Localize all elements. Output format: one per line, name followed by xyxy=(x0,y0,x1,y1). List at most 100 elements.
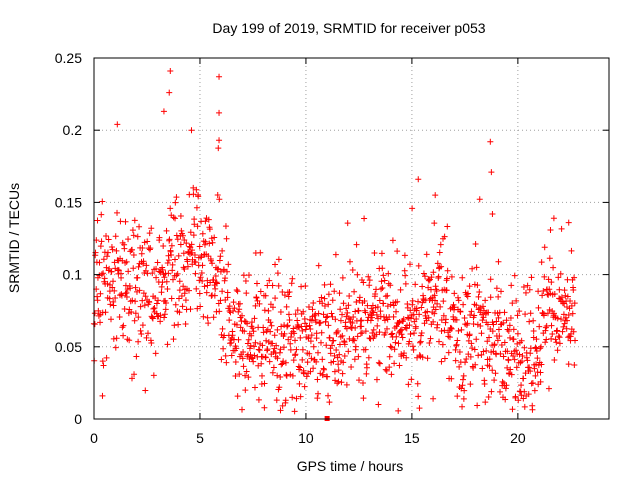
data-point xyxy=(287,371,294,378)
data-point xyxy=(507,334,514,341)
data-point xyxy=(564,293,571,300)
data-point xyxy=(274,270,281,277)
data-point xyxy=(269,304,276,311)
data-point xyxy=(108,316,114,323)
data-point xyxy=(298,283,305,290)
data-point xyxy=(122,290,129,297)
data-point xyxy=(445,349,452,356)
data-point xyxy=(294,317,301,324)
data-point xyxy=(546,286,553,293)
data-point xyxy=(461,387,468,394)
data-point xyxy=(98,238,105,245)
data-point xyxy=(144,330,151,337)
data-point xyxy=(432,306,439,313)
data-point xyxy=(492,370,499,377)
data-point xyxy=(257,249,264,256)
data-point xyxy=(304,359,311,366)
data-point xyxy=(137,303,144,310)
data-point xyxy=(401,350,408,357)
data-point xyxy=(459,376,466,383)
data-point xyxy=(384,303,391,310)
data-point xyxy=(112,295,119,302)
data-point xyxy=(350,313,357,320)
data-point xyxy=(564,317,571,324)
y-tick-label: 0.2 xyxy=(63,122,83,138)
data-point xyxy=(188,127,195,134)
data-point xyxy=(521,344,528,351)
data-point xyxy=(341,341,348,348)
data-point xyxy=(473,302,480,309)
data-point xyxy=(507,366,514,373)
data-point xyxy=(497,350,504,357)
data-point xyxy=(112,344,119,351)
data-point xyxy=(562,292,569,299)
y-tick-label: 0 xyxy=(74,411,82,427)
data-point xyxy=(503,382,510,389)
data-point xyxy=(283,372,290,379)
data-point xyxy=(441,327,448,334)
data-point xyxy=(364,302,371,309)
data-point xyxy=(504,364,511,371)
data-point xyxy=(293,395,300,402)
data-point xyxy=(470,320,477,327)
data-point xyxy=(215,265,222,272)
data-point xyxy=(473,264,480,271)
data-point xyxy=(468,340,475,347)
data-point xyxy=(317,319,324,326)
data-point xyxy=(394,298,401,305)
data-point xyxy=(556,286,563,293)
data-point xyxy=(106,295,113,302)
data-point xyxy=(205,320,212,327)
data-point xyxy=(168,295,175,302)
data-point xyxy=(216,73,223,80)
data-point xyxy=(253,280,260,287)
data-point xyxy=(339,311,346,318)
data-point xyxy=(206,226,213,233)
data-point xyxy=(455,327,462,334)
data-point xyxy=(470,364,477,371)
data-point xyxy=(399,334,406,341)
data-point xyxy=(335,367,342,374)
data-point xyxy=(303,323,310,330)
data-point xyxy=(213,280,220,287)
data-point xyxy=(413,315,420,322)
data-point xyxy=(114,209,121,216)
data-point xyxy=(248,332,255,339)
data-point xyxy=(431,297,438,304)
data-point xyxy=(395,340,402,347)
data-point xyxy=(193,285,200,292)
data-point xyxy=(105,236,112,243)
data-point xyxy=(307,326,314,333)
data-point xyxy=(259,342,266,349)
data-point xyxy=(242,387,249,394)
data-point xyxy=(402,280,409,287)
data-point xyxy=(140,258,147,265)
data-point xyxy=(353,241,360,248)
data-point xyxy=(480,348,487,355)
data-point xyxy=(166,89,173,96)
data-point xyxy=(132,310,139,317)
data-point xyxy=(543,336,550,343)
data-point xyxy=(278,323,285,330)
data-point xyxy=(532,372,539,379)
data-point xyxy=(415,262,422,269)
data-point xyxy=(125,236,132,243)
data-point xyxy=(224,289,231,296)
data-point xyxy=(346,292,353,299)
data-point xyxy=(299,327,306,334)
data-point xyxy=(265,307,272,314)
data-point xyxy=(332,251,339,258)
data-point xyxy=(126,337,133,344)
data-point xyxy=(425,314,432,321)
y-tick-label: 0.1 xyxy=(63,267,83,283)
data-point xyxy=(420,270,427,277)
data-point xyxy=(262,292,269,299)
data-point xyxy=(360,395,367,402)
x-tick-label: 15 xyxy=(404,430,420,446)
data-point xyxy=(398,326,405,333)
data-point xyxy=(110,335,117,342)
data-point xyxy=(149,314,156,321)
data-point xyxy=(327,281,334,288)
data-point xyxy=(174,270,181,277)
